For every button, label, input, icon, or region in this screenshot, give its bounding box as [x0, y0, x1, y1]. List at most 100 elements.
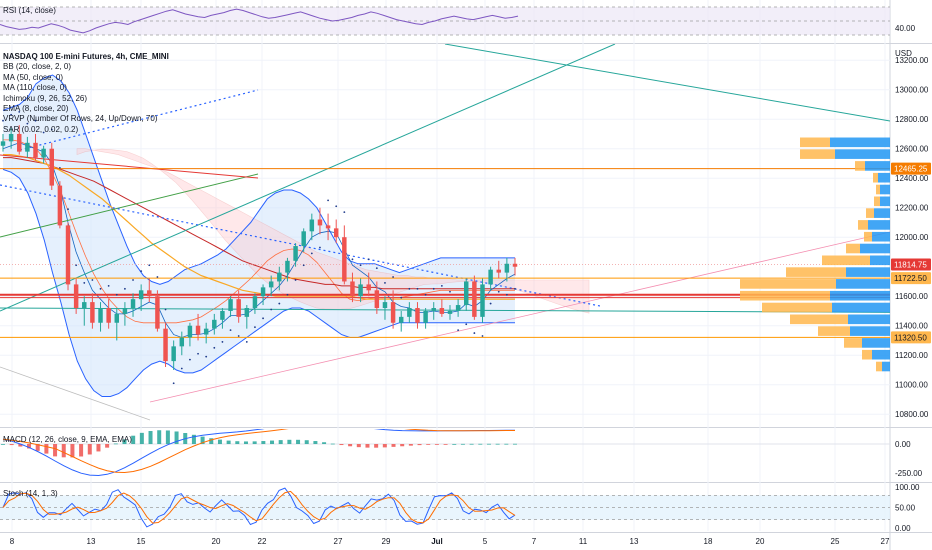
sar-dot [278, 302, 281, 305]
macd-histogram-bar [434, 444, 439, 445]
legend-vrvp[interactable]: VRVP (Number Of Rows, 24, Up/Down, 70) [3, 114, 158, 124]
macd-histogram-bar [391, 444, 396, 447]
price-tag-bg [891, 258, 931, 271]
stoch-label: Stoch (14, 1, 3) [3, 489, 58, 498]
time-tick-label: Jul [431, 537, 443, 546]
macd-histogram-bar [348, 444, 353, 447]
sar-dot [50, 128, 53, 131]
candle-body [65, 225, 71, 285]
volume-profile-up [868, 220, 890, 230]
price-pane[interactable] [0, 44, 890, 421]
ma50-line [3, 154, 515, 300]
sar-dot [505, 293, 508, 296]
legend-sar[interactable]: SAR (0.02, 0.02, 0.2) [3, 124, 79, 134]
stoch-pane[interactable] [0, 487, 890, 528]
sar-dot [2, 119, 4, 122]
legend-ema[interactable]: EMA (8, close, 20) [3, 104, 69, 114]
candle-body [350, 281, 355, 297]
candle-body [17, 133, 22, 152]
candle-body [147, 290, 152, 297]
volume-profile-down [855, 161, 865, 171]
bb-basis-line [3, 139, 515, 324]
legend-ichimoku[interactable]: Ichimoku (9, 26, 52, 26) [3, 93, 88, 103]
candle-body [504, 263, 510, 273]
time-tick-label: 11 [579, 537, 588, 546]
volume-profile-up [846, 267, 890, 277]
volume-profile-down [844, 338, 862, 348]
rsi-label: RSI (14, close) [3, 6, 56, 15]
candle-body [155, 296, 160, 329]
price-tick-label: 13000.00 [895, 86, 929, 95]
price-tick-label: 10800.00 [895, 410, 929, 419]
bb-upper-line [2, 74, 515, 285]
candle-body [260, 287, 266, 297]
candle-body [342, 237, 347, 282]
macd-label: MACD (12, 26, close, 9, EMA, EMA) [3, 435, 132, 444]
sar-dot [156, 276, 159, 278]
candle-body [114, 313, 120, 323]
indicator-legend: NASDAQ 100 E-mini Futures, 4h, CME_MINI … [3, 52, 169, 135]
macd-histogram-bar [148, 431, 153, 445]
price-tag-bg [891, 272, 931, 285]
sar-dot [91, 279, 94, 281]
time-axis[interactable]: 8 13 15 20 22 27 29 Jul 5 7 11 13 18 20 25 27 [10, 537, 890, 546]
macd-histogram-bar [243, 441, 248, 445]
price-tag-bg [891, 162, 931, 175]
sar-dot [319, 246, 321, 249]
time-tick-label: 27 [881, 537, 890, 546]
candle-body [122, 308, 128, 314]
legend-ma50[interactable]: MA (50, close, 0) [3, 72, 64, 82]
volume-profile-up [860, 243, 890, 254]
legend-ma110[interactable]: MA (110, close, 0) [3, 83, 67, 93]
trendline-pink [149, 231, 890, 403]
stoch-d-line [2, 490, 516, 524]
volume-profile-up [862, 338, 890, 348]
candle-body [398, 316, 404, 323]
volume-profile-down [790, 314, 848, 325]
trendline-green [0, 173, 259, 238]
candle-body [179, 337, 185, 347]
sar-dot [42, 131, 45, 134]
legend-bb[interactable]: BB (20, close, 2, 0) [3, 62, 72, 72]
macd-histogram-bar [105, 444, 110, 448]
sar-dot [465, 323, 468, 326]
macd-histogram-bar [79, 444, 84, 457]
price-tag-bg [891, 331, 931, 344]
sar-dot [58, 166, 61, 169]
stoch-tick-label: 0.00 [895, 524, 911, 533]
candle-body [325, 225, 331, 229]
time-tick-label: 25 [831, 537, 840, 546]
volume-profile-down [846, 243, 860, 254]
rsi-pane[interactable] [0, 6, 890, 36]
macd-histogram-bar [9, 444, 14, 446]
macd-histogram-bar [278, 440, 283, 445]
candle-body [268, 281, 274, 288]
trendline-teal-descending [444, 44, 890, 122]
candle-body [220, 310, 225, 320]
sar-dot [221, 341, 224, 343]
sar-dot [245, 341, 248, 343]
sar-dot [310, 252, 313, 255]
symbol-title[interactable]: NASDAQ 100 E-mini Futures, 4h, CME_MINI [3, 52, 169, 61]
sar-dot [164, 308, 167, 311]
volume-profile-up [848, 314, 890, 325]
volume-profile-up [872, 349, 890, 360]
macd-pane[interactable] [0, 422, 890, 477]
macd-histogram-bar [478, 443, 483, 445]
sar-dot [205, 355, 208, 358]
stoch-k-line [2, 487, 516, 528]
volume-profile-up [865, 161, 890, 171]
time-tick-label: 18 [704, 537, 713, 546]
time-tick-label: 29 [382, 537, 391, 546]
stoch-tick-label: 50.00 [895, 504, 916, 513]
candle-body [423, 310, 428, 323]
candle-body [228, 299, 233, 311]
sar-dot [140, 270, 143, 273]
sar-dot [481, 335, 484, 337]
ema-line [2, 142, 516, 338]
sar-dot [34, 119, 37, 122]
macd-line [2, 429, 516, 477]
macd-histogram-bar [356, 444, 361, 448]
